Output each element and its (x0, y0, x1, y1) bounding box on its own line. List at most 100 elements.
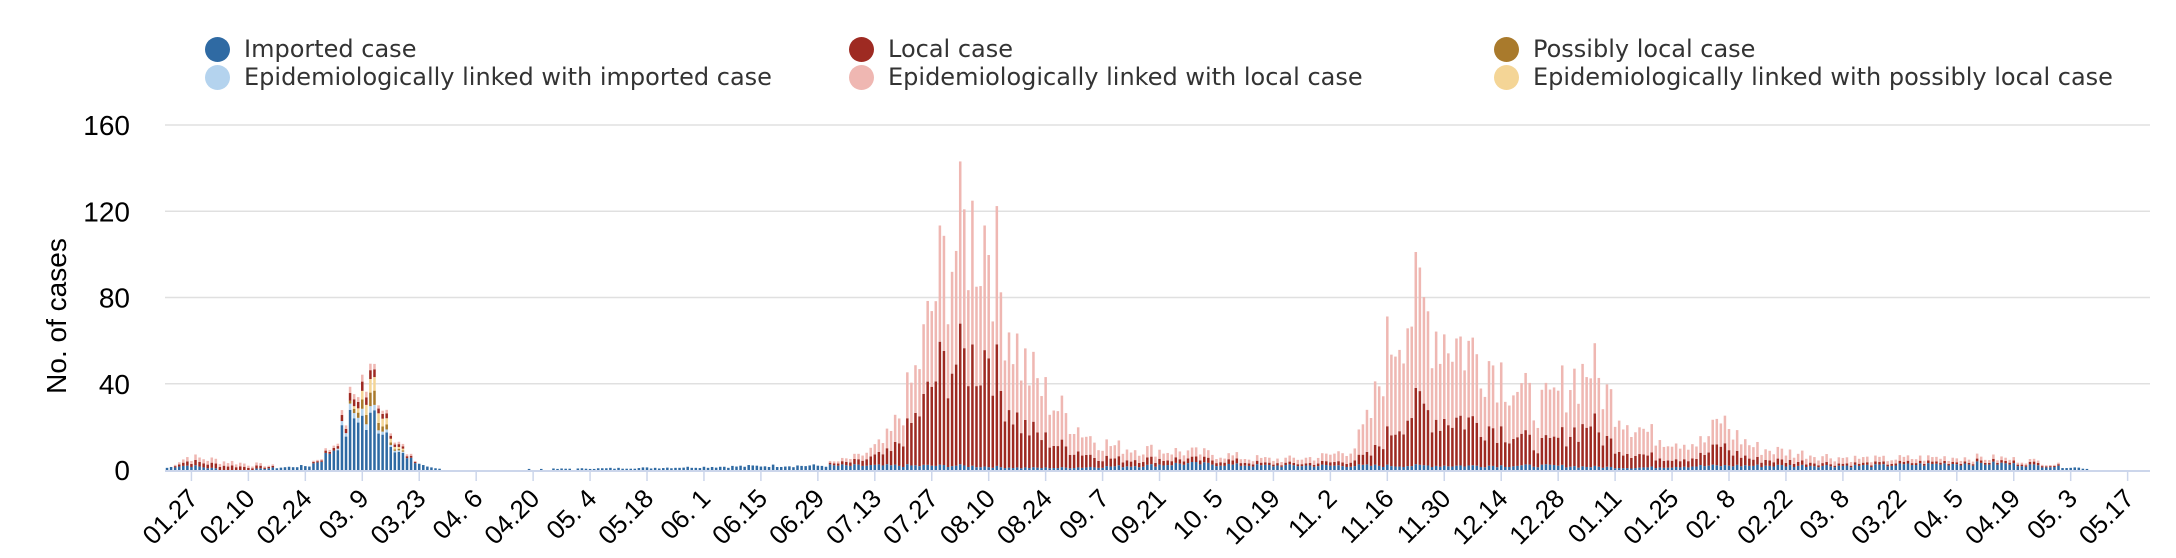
bar-segment-imported-linked[interactable] (336, 448, 340, 451)
bar-segment-imported[interactable] (1597, 466, 1601, 470)
bar-segment-local[interactable] (1434, 419, 1438, 466)
bar-segment-local[interactable] (1357, 454, 1361, 465)
bar-segment-local[interactable] (1410, 418, 1413, 467)
bar-segment-local[interactable] (967, 386, 970, 467)
bar-segment-local-linked[interactable] (1028, 385, 1031, 436)
bar-segment-local[interactable] (1272, 464, 1275, 467)
bar-segment-local-linked[interactable] (1768, 450, 1771, 461)
bar-segment-local[interactable] (1414, 387, 1418, 465)
bar-segment-imported[interactable] (426, 466, 429, 470)
bar-segment-imported[interactable] (1817, 467, 1820, 470)
bar-segment-possibly-local-linked[interactable] (373, 377, 376, 391)
bar-segment-local-linked[interactable] (247, 465, 250, 468)
bar-segment-imported[interactable] (592, 468, 596, 470)
bar-segment-local[interactable] (401, 446, 405, 449)
bar-segment-imported[interactable] (1613, 468, 1617, 470)
bar-segment-imported[interactable] (405, 458, 409, 470)
bar-segment-imported[interactable] (2061, 468, 2064, 470)
bar-segment-imported[interactable] (1292, 465, 1296, 470)
bar-segment-imported[interactable] (1634, 468, 1637, 470)
bar-segment-imported[interactable] (1695, 466, 1698, 470)
bar-segment-imported-linked[interactable] (344, 433, 348, 437)
bar-segment-local[interactable] (1756, 456, 1759, 465)
bar-segment-local[interactable] (1768, 460, 1771, 466)
bar-segment-local[interactable] (1223, 462, 1226, 466)
bar-segment-local[interactable] (1300, 464, 1304, 467)
bar-segment-local[interactable] (1516, 437, 1519, 466)
bar-segment-local-linked[interactable] (1735, 430, 1739, 451)
bar-segment-local[interactable] (906, 418, 909, 465)
bar-segment-local[interactable] (2020, 464, 2024, 467)
bar-segment-imported[interactable] (885, 464, 889, 470)
bar-segment-imported[interactable] (718, 466, 722, 470)
bar-segment-imported[interactable] (259, 468, 262, 470)
bar-segment-local-linked[interactable] (1117, 440, 1121, 457)
bar-segment-possibly-local[interactable] (348, 400, 352, 404)
bar-segment-local[interactable] (1198, 460, 1202, 465)
bar-segment-local-linked[interactable] (1024, 348, 1027, 420)
bar-segment-local[interactable] (1597, 432, 1601, 467)
bar-segment-imported[interactable] (775, 466, 779, 470)
bar-segment-local-linked[interactable] (1662, 446, 1666, 461)
bar-segment-imported[interactable] (1914, 465, 1918, 470)
bar-segment-imported[interactable] (1268, 465, 1271, 470)
bar-segment-local[interactable] (2016, 464, 2020, 467)
bar-segment-local-linked[interactable] (1744, 439, 1747, 456)
bar-segment-imported[interactable] (369, 412, 372, 470)
bar-segment-imported[interactable] (1975, 461, 1979, 471)
bar-segment-imported[interactable] (657, 468, 661, 470)
bar-segment-local[interactable] (1048, 447, 1051, 469)
bar-segment-local[interactable] (1963, 461, 1967, 464)
bar-segment-local-linked[interactable] (1174, 448, 1178, 458)
bar-segment-local-linked[interactable] (1158, 449, 1161, 459)
bar-segment-imported[interactable] (670, 468, 673, 470)
bar-segment-local-linked[interactable] (1927, 455, 1930, 461)
bar-segment-local[interactable] (1984, 462, 1987, 465)
bar-segment-local-linked[interactable] (1203, 448, 1206, 457)
bar-segment-local[interactable] (1613, 453, 1617, 469)
bar-segment-imported[interactable] (1508, 466, 1511, 470)
bar-segment-local[interactable] (1495, 442, 1499, 468)
bar-segment-local[interactable] (238, 466, 242, 470)
bar-segment-local[interactable] (1068, 454, 1072, 469)
bar-segment-local[interactable] (1345, 463, 1348, 467)
bar-segment-imported[interactable] (1394, 466, 1397, 470)
bar-segment-local-linked[interactable] (2004, 457, 2007, 461)
bar-segment-local[interactable] (1524, 430, 1527, 465)
bar-segment-local[interactable] (975, 386, 978, 468)
bar-segment-local-linked[interactable] (1992, 454, 1995, 459)
bar-segment-imported[interactable] (645, 467, 649, 470)
bar-segment-imported[interactable] (552, 468, 555, 470)
bar-segment-local-linked[interactable] (1666, 446, 1670, 461)
bar-segment-local-linked[interactable] (1975, 453, 1979, 459)
bar-segment-local-linked[interactable] (849, 459, 852, 463)
bar-segment-local[interactable] (1967, 462, 1971, 465)
bar-segment-local-linked[interactable] (1284, 457, 1287, 463)
bar-segment-local-linked[interactable] (1142, 454, 1145, 463)
bar-segment-local-linked[interactable] (1861, 457, 1865, 463)
bar-segment-local[interactable] (950, 373, 954, 467)
bar-segment-imported[interactable] (1556, 465, 1560, 470)
bar-segment-imported[interactable] (808, 465, 811, 470)
bar-segment-local[interactable] (926, 381, 929, 465)
bar-segment-local[interactable] (1870, 465, 1873, 467)
bar-segment-local[interactable] (1320, 460, 1324, 465)
bar-segment-imported[interactable] (1943, 463, 1946, 470)
bar-segment-local-linked[interactable] (1162, 453, 1165, 461)
bar-segment-local-linked[interactable] (267, 465, 270, 467)
bar-segment-imported[interactable] (1886, 466, 1889, 470)
bar-segment-imported[interactable] (788, 466, 791, 470)
bar-segment-local-linked[interactable] (1190, 447, 1194, 457)
bar-segment-local[interactable] (1914, 463, 1918, 466)
bar-segment-imported-linked[interactable] (352, 413, 356, 419)
bar-segment-imported[interactable] (1365, 464, 1369, 470)
bar-segment-local-linked[interactable] (356, 397, 360, 402)
bar-segment-imported[interactable] (1150, 464, 1153, 470)
bar-segment-local[interactable] (1605, 435, 1609, 467)
bar-segment-imported[interactable] (1548, 464, 1552, 470)
bar-segment-imported[interactable] (1609, 466, 1613, 470)
bar-segment-local[interactable] (1170, 461, 1173, 466)
bar-segment-local[interactable] (1015, 412, 1019, 468)
bar-segment-imported[interactable] (1255, 464, 1259, 470)
bar-segment-imported[interactable] (1434, 465, 1438, 470)
